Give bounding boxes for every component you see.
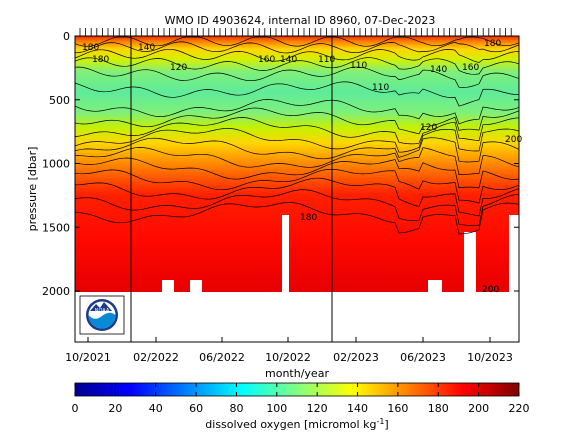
colorbar-tick-label: 120 [307, 402, 328, 415]
colorbar-tick-label: 200 [468, 402, 489, 415]
noaa-logo-text: NOAA [95, 308, 110, 314]
colorbar-gradient [74, 382, 520, 397]
data-gap [464, 232, 476, 292]
colorbar-tick-label: 100 [266, 402, 287, 415]
y-axis-label: pressure [dbar] [26, 147, 39, 232]
oxygen-field [75, 36, 519, 292]
contour-line [74, 137, 520, 163]
data-gap [509, 215, 519, 292]
x-tick-label: 02/2023 [333, 351, 379, 364]
data-gap [282, 215, 289, 292]
contour-labels: 180 180 140 120 160 140 110 110 110 120 140 160 180 2… [82, 39, 522, 295]
contour-label: 120 [420, 123, 437, 133]
x-axis-label: month/year [265, 367, 329, 380]
colorbar-tick-label: 180 [428, 402, 449, 415]
contour-line [74, 48, 520, 63]
contour-label: 180 [484, 39, 501, 49]
x-tick-label: 10/2021 [65, 351, 111, 364]
contour-label: 140 [280, 55, 297, 65]
contour-line [75, 202, 520, 235]
x-tick-label: 06/2023 [400, 351, 446, 364]
y-axis: 0 500 1000 1500 2000 pressure [dbar] [26, 30, 519, 298]
contour-label: 140 [430, 65, 447, 75]
data-gap [162, 280, 174, 292]
contour-label: 110 [372, 83, 389, 93]
contour-label: 180 [82, 43, 99, 53]
contour-label: 200 [505, 135, 522, 145]
contour-line [74, 41, 520, 54]
colorbar-tick-label: 60 [189, 402, 203, 415]
x-axis: 10/2021 02/2022 06/2022 10/2022 02/2023 06/20… [65, 337, 513, 380]
contour-line [74, 66, 520, 88]
colorbar-tick-label: 80 [229, 402, 243, 415]
contour-label: 160 [258, 55, 275, 65]
contour-line [74, 127, 520, 153]
y-tick-label: 1500 [42, 221, 70, 234]
x-tick-label: 02/2022 [133, 351, 179, 364]
contour-line [74, 157, 520, 189]
chart-title: WMO ID 4903624, internal ID 8960, 07-Dec… [165, 14, 436, 27]
contour-line [74, 107, 520, 135]
data-gap [428, 280, 442, 292]
colorbar: 0 20 40 60 80 100 120 140 160 180 200 220 dissolved… [72, 382, 530, 431]
y-tick-label: 2000 [42, 285, 70, 298]
colorbar-tick-label: 160 [387, 402, 408, 415]
contour-line [74, 147, 520, 175]
y-tick-label: 0 [63, 30, 70, 43]
colorbar-tick-label: 40 [149, 402, 163, 415]
plot-area: 180 180 140 120 160 140 110 110 110 120 140 160 180 2… [74, 28, 522, 343]
contour-label: 180 [92, 55, 109, 65]
contour-label: 110 [318, 55, 335, 65]
contour-line [74, 168, 520, 204]
contour-label: 120 [170, 63, 187, 73]
contour-line [74, 177, 520, 217]
plot-frame [74, 35, 520, 343]
contour-label: 160 [462, 63, 479, 73]
contour-line [74, 57, 520, 75]
contour-line [74, 99, 520, 125]
contour-line [74, 36, 520, 47]
profile-time-ticks [79, 28, 512, 36]
contour-label: 180 [300, 213, 317, 223]
contour-line [74, 81, 520, 107]
noaa-logo: NOAA [79, 295, 125, 335]
colorbar-tick-label: 140 [347, 402, 368, 415]
contour-label: 200 [482, 285, 499, 295]
contour-line [74, 117, 520, 145]
contour-label: 140 [138, 43, 155, 53]
y-tick-label: 1000 [42, 158, 70, 171]
x-tick-label: 10/2023 [467, 351, 513, 364]
colorbar-tick-label: 0 [72, 402, 79, 415]
y-tick-label: 500 [49, 94, 70, 107]
colorbar-tick-label: 220 [509, 402, 530, 415]
colorbar-label: dissolved oxygen [micromol kg-1] [205, 417, 388, 431]
contour-label: 110 [350, 61, 367, 71]
x-tick-label: 06/2022 [199, 351, 245, 364]
data-gap [190, 280, 202, 292]
contour-lines [74, 36, 520, 235]
contour-line [74, 189, 520, 226]
x-tick-label: 10/2022 [265, 351, 311, 364]
colorbar-tick-label: 20 [108, 402, 122, 415]
